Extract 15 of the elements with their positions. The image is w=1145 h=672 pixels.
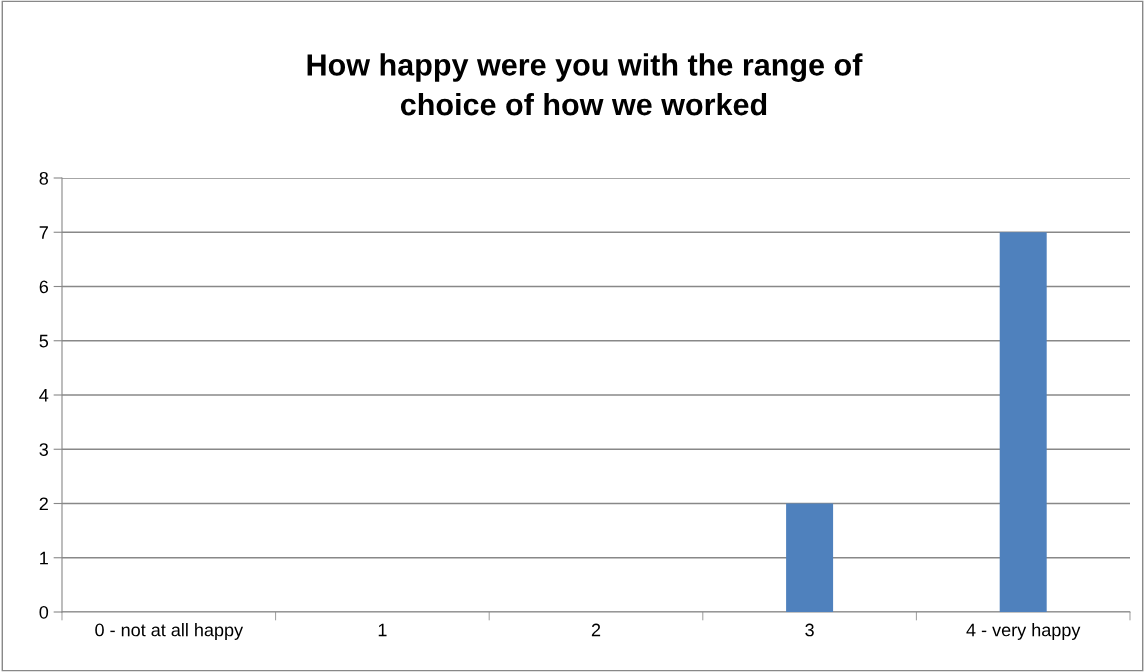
y-tick-label: 8: [39, 171, 49, 185]
y-tick-label: 3: [39, 443, 49, 456]
x-tick-label: 4 - very happy: [966, 623, 1081, 640]
y-tick-label: 6: [39, 280, 49, 294]
chart-title: How happy were you with the range of choice of how we worked: [307, 53, 863, 116]
y-tick-label: 0: [39, 605, 49, 619]
x-tick-label: 1: [378, 623, 387, 637]
x-tick-label: 2: [591, 623, 601, 637]
y-tick-label: 1: [40, 551, 48, 565]
y-tick-label: 2: [39, 497, 48, 511]
y-tick-label: 7: [39, 226, 48, 239]
x-tick-label: 0 - not at all happy: [95, 623, 244, 640]
x-tick-label: 3: [805, 623, 814, 637]
y-tick-label: 4: [39, 389, 49, 402]
y-tick-label: 5: [39, 334, 49, 348]
